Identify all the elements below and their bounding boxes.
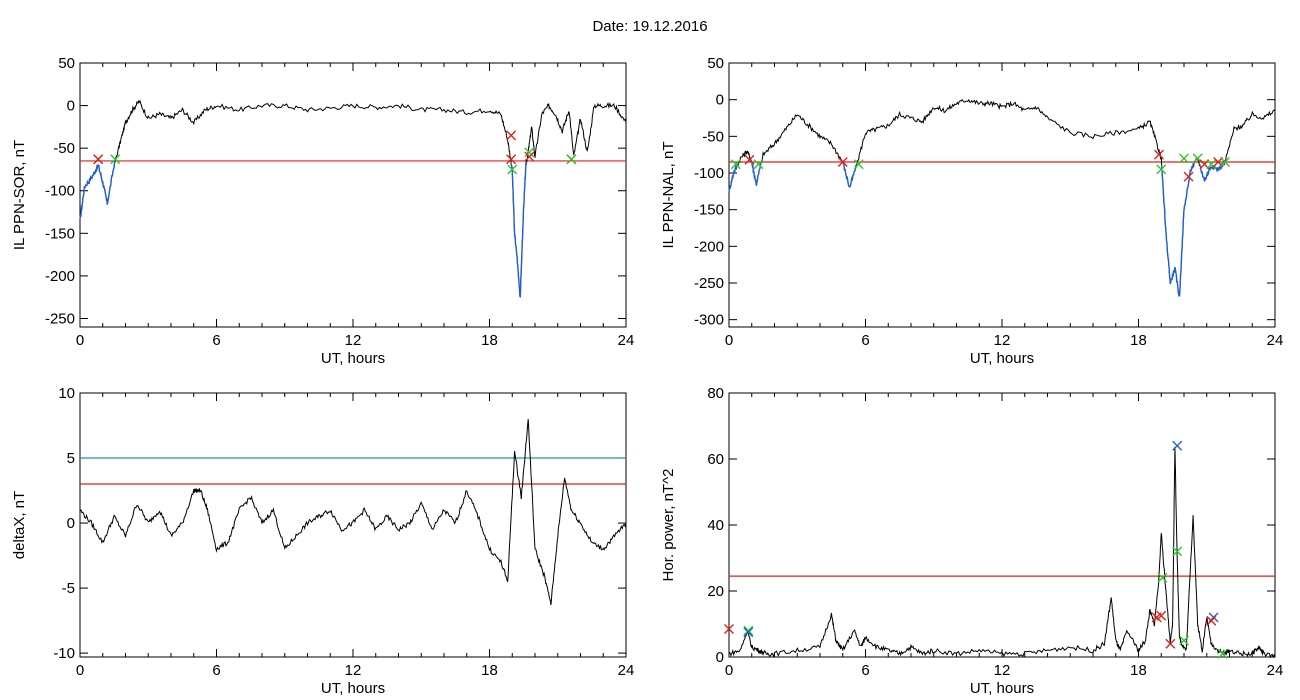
series-line xyxy=(728,446,1276,659)
event-marker xyxy=(1206,159,1217,170)
x-tick-label: 24 xyxy=(1267,332,1284,349)
y-tick-label: 0 xyxy=(716,649,724,666)
chart-title: Date: 19.12.2016 xyxy=(592,18,708,35)
event-marker xyxy=(1219,157,1230,167)
x-axis-label: UT, hours xyxy=(970,680,1034,697)
plot-frame xyxy=(728,62,1276,328)
event-marker xyxy=(1183,171,1194,182)
x-tick-label: 18 xyxy=(481,662,498,679)
event-marker xyxy=(506,130,517,141)
x-tick-label: 6 xyxy=(861,662,869,679)
event-marker xyxy=(853,159,864,170)
y-tick-label: -300 xyxy=(694,312,724,329)
x-axis-label: UT, hours xyxy=(321,350,385,367)
x-tick-label: 0 xyxy=(725,662,733,679)
y-tick-label: 60 xyxy=(707,451,724,468)
x-tick-label: 0 xyxy=(76,332,84,349)
event-marker xyxy=(566,154,577,165)
event-marker xyxy=(506,154,517,165)
x-tick-label: 18 xyxy=(1130,662,1147,679)
panel-deltax: 0 6 12 18 24 10 5 0 -5 -10 UT, hours deltaX, nT xyxy=(11,385,634,697)
y-tick-label: 50 xyxy=(707,55,724,72)
event-marker xyxy=(1217,648,1228,659)
panel-il-ppn-nal: 0 6 12 18 24 50 0 -50 -100 -150 -200 -250 -300 UT, ho… xyxy=(660,55,1283,367)
x-tick-label: 24 xyxy=(618,662,635,679)
y-tick-label: -150 xyxy=(694,202,724,219)
y-tick-label: -200 xyxy=(45,268,75,285)
y-axis-label: Hor. power, nT^2 xyxy=(660,469,677,582)
y-tick-label: 0 xyxy=(67,515,75,532)
event-marker xyxy=(1157,572,1168,583)
event-marker xyxy=(1206,615,1217,626)
y-tick-label: 0 xyxy=(67,98,75,115)
event-marker xyxy=(1153,149,1164,160)
event-marker xyxy=(837,157,848,167)
y-axis-label: IL PPN-SOR, nT xyxy=(11,140,28,250)
below-threshold-line xyxy=(79,159,528,298)
y-tick-label: -10 xyxy=(53,645,75,662)
y-tick-label: 5 xyxy=(67,450,75,467)
x-tick-label: 12 xyxy=(994,332,1011,349)
y-tick-label: 10 xyxy=(58,385,75,402)
x-tick-label: 6 xyxy=(212,332,220,349)
event-marker xyxy=(743,627,754,638)
event-marker xyxy=(724,623,734,634)
x-tick-label: 6 xyxy=(861,332,869,349)
event-marker xyxy=(730,159,741,170)
y-tick-label: -100 xyxy=(45,183,75,200)
y-tick-label: -50 xyxy=(53,140,75,157)
event-marker xyxy=(110,154,121,165)
panel-hor-power: 0 6 12 18 24 80 60 40 20 0 UT, hours Hor. power, nT… xyxy=(660,385,1283,697)
y-tick-label: 80 xyxy=(707,385,724,402)
event-marker xyxy=(1172,546,1183,557)
x-tick-label: 12 xyxy=(994,662,1011,679)
y-tick-label: 50 xyxy=(58,55,75,72)
x-tick-label: 0 xyxy=(725,332,733,349)
y-tick-label: -250 xyxy=(694,275,724,292)
event-marker xyxy=(524,147,535,158)
plot-frame xyxy=(79,62,627,328)
plot-frame xyxy=(79,392,627,658)
event-marker xyxy=(1156,164,1167,175)
y-tick-label: -150 xyxy=(45,225,75,242)
x-tick-label: 12 xyxy=(345,332,362,349)
x-tick-label: 0 xyxy=(76,662,84,679)
y-axis-label: deltaX, nT xyxy=(11,491,28,559)
x-tick-label: 18 xyxy=(1130,332,1147,349)
panel-il-ppn-sor: 0 6 12 18 24 50 0 -50 -100 -150 -200 -250 UT, hours I… xyxy=(11,55,634,367)
y-tick-label: -100 xyxy=(694,165,724,182)
y-tick-label: 0 xyxy=(716,92,724,109)
series-line xyxy=(79,419,627,606)
event-marker xyxy=(1156,610,1167,621)
x-tick-label: 12 xyxy=(345,662,362,679)
x-tick-label: 24 xyxy=(618,332,635,349)
event-marker xyxy=(1165,638,1176,649)
series-line xyxy=(79,99,627,298)
y-tick-label: -200 xyxy=(694,238,724,255)
event-marker xyxy=(744,154,755,165)
x-tick-label: 6 xyxy=(212,662,220,679)
x-axis-label: UT, hours xyxy=(321,680,385,697)
event-marker xyxy=(1172,440,1183,451)
event-marker xyxy=(507,164,518,175)
y-tick-label: -250 xyxy=(45,310,75,327)
event-marker xyxy=(1179,635,1189,646)
y-tick-label: 20 xyxy=(707,583,724,600)
event-marker xyxy=(93,154,104,165)
y-tick-label: -5 xyxy=(62,580,75,597)
x-tick-label: 24 xyxy=(1267,662,1284,679)
event-marker xyxy=(743,625,754,636)
y-tick-label: -50 xyxy=(702,128,724,145)
x-axis-label: UT, hours xyxy=(970,350,1034,367)
below-threshold-line xyxy=(728,160,1226,297)
y-tick-label: 40 xyxy=(707,517,724,534)
event-marker xyxy=(524,151,535,162)
y-axis-label: IL PPN-NAL, nT xyxy=(660,142,677,249)
x-tick-label: 18 xyxy=(481,332,498,349)
event-marker xyxy=(753,159,764,170)
event-marker xyxy=(1179,153,1189,164)
series-line xyxy=(728,98,1276,297)
